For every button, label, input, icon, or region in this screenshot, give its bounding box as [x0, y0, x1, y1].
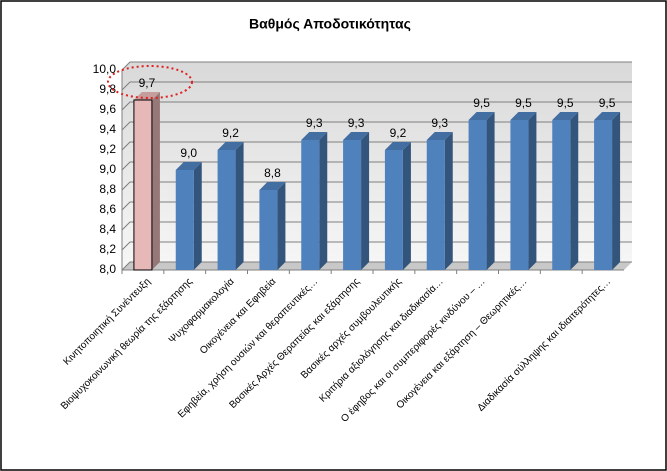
bar [175, 162, 202, 270]
y-tick-label: 10,0 [93, 62, 117, 76]
value-label: 9,5 [515, 96, 532, 110]
bar-top [594, 112, 621, 120]
bar-front [301, 140, 320, 270]
value-label: 9,3 [348, 116, 365, 130]
grid-line [121, 241, 632, 251]
y-tick-label: 8,4 [99, 222, 116, 236]
value-label: 9,3 [431, 116, 448, 130]
bar-front [259, 190, 278, 270]
back-wall [122, 62, 632, 270]
y-tick-label: 8,0 [99, 262, 116, 276]
bar-front [384, 150, 403, 270]
grid-line [121, 161, 632, 171]
grid-line [121, 121, 632, 131]
y-tick-label: 9,4 [99, 122, 116, 136]
bar [301, 132, 328, 270]
highlight-ellipse [107, 65, 193, 99]
bar-side [193, 162, 202, 270]
bar [217, 142, 244, 270]
bar [552, 112, 579, 270]
y-tick-label: 9,8 [99, 82, 116, 96]
bar [343, 132, 370, 270]
bar-side [486, 112, 495, 270]
value-label: 8,8 [264, 166, 281, 180]
grid-line [121, 81, 632, 91]
bar [594, 112, 621, 270]
bar-top [552, 112, 579, 120]
value-label: 9,3 [306, 116, 323, 130]
grid-line [121, 141, 632, 151]
bar-front [594, 120, 613, 270]
bar [426, 132, 453, 270]
value-label: 9,0 [180, 146, 197, 160]
y-tick-label: 8,6 [99, 202, 116, 216]
grid-line [121, 61, 632, 71]
y-tick-label: 8,8 [99, 182, 116, 196]
bar-front [510, 120, 529, 270]
bar [133, 92, 160, 271]
bar-side [444, 132, 453, 270]
value-label: 9,2 [222, 126, 239, 140]
floor [122, 262, 632, 270]
bar-top [217, 142, 244, 150]
bar-side [151, 92, 160, 270]
bar-front [552, 120, 571, 270]
bar-side [402, 142, 411, 270]
bar [468, 112, 495, 270]
value-label: 9,5 [473, 96, 490, 110]
bar-top [426, 132, 453, 140]
bar-side [235, 142, 244, 270]
grid-line [121, 201, 632, 211]
y-tick-label: 9,2 [99, 142, 116, 156]
bar-front [426, 140, 445, 270]
bar-front [343, 140, 362, 270]
value-label: 9,5 [599, 96, 616, 110]
grid-line [121, 221, 632, 231]
bar-side [361, 132, 370, 270]
bar [384, 142, 411, 270]
bar-top [259, 182, 286, 190]
y-tick-label: 9,0 [99, 162, 116, 176]
bar-side [277, 182, 286, 270]
grid-line [121, 101, 632, 111]
y-tick-label: 8,2 [99, 242, 116, 256]
bar-side [612, 112, 621, 270]
bar-front [468, 120, 487, 270]
bar-top [343, 132, 370, 140]
chart-title: Βαθμός Αποδοτικότητας [249, 16, 411, 32]
bar-front [133, 99, 153, 271]
bar-top [384, 142, 411, 150]
value-label: 9,5 [557, 96, 574, 110]
bar-front [175, 170, 194, 270]
value-label: 9,7 [139, 76, 156, 90]
bar-top [468, 112, 495, 120]
grid-line [121, 261, 632, 271]
bar-top [301, 132, 328, 140]
bar-side [319, 132, 328, 270]
value-label: 9,2 [390, 126, 407, 140]
bar-top [510, 112, 537, 120]
bar-top [175, 162, 202, 170]
bar-side [570, 112, 579, 270]
bar [510, 112, 537, 270]
grid-line [121, 181, 632, 191]
y-tick-label: 9,6 [99, 102, 116, 116]
bar-front [217, 150, 236, 270]
bar [259, 182, 286, 270]
bar-top [133, 92, 160, 100]
bar-side [528, 112, 537, 270]
